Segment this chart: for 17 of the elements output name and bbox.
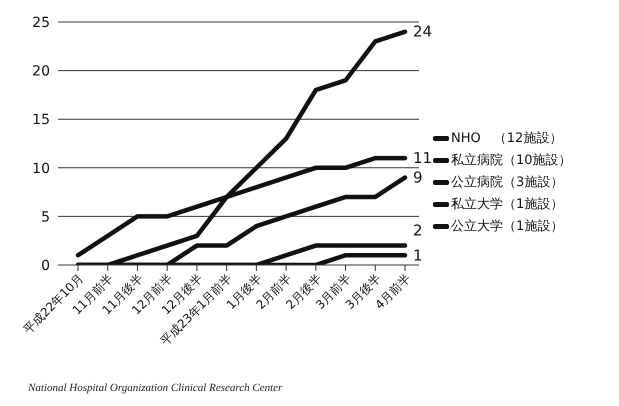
data-label: 2 xyxy=(413,222,423,240)
legend-label: 私立病院（10施設） xyxy=(451,152,572,169)
y-tick-label: 25 xyxy=(32,14,50,31)
y-tick-label: 15 xyxy=(32,112,50,128)
text: National Hospital Organization Clinical Research Center xyxy=(28,382,284,394)
y-tick-label: 0 xyxy=(41,258,50,274)
data-label: 24 xyxy=(413,22,432,41)
legend-label: 私立大学（1施設） xyxy=(451,196,564,213)
data-label: 11 xyxy=(413,149,432,168)
legend-label: 公立大学（1施設） xyxy=(451,218,564,235)
y-tick-label: 5 xyxy=(41,209,50,226)
y-tick-label: 10 xyxy=(32,160,50,177)
data-label: 1 xyxy=(413,246,423,264)
data-label: 9 xyxy=(413,168,423,187)
legend-label: NHO （12施設） xyxy=(451,130,562,147)
y-tick-label: 20 xyxy=(32,64,50,80)
legend-label: 公立病院（3施設） xyxy=(451,174,564,191)
